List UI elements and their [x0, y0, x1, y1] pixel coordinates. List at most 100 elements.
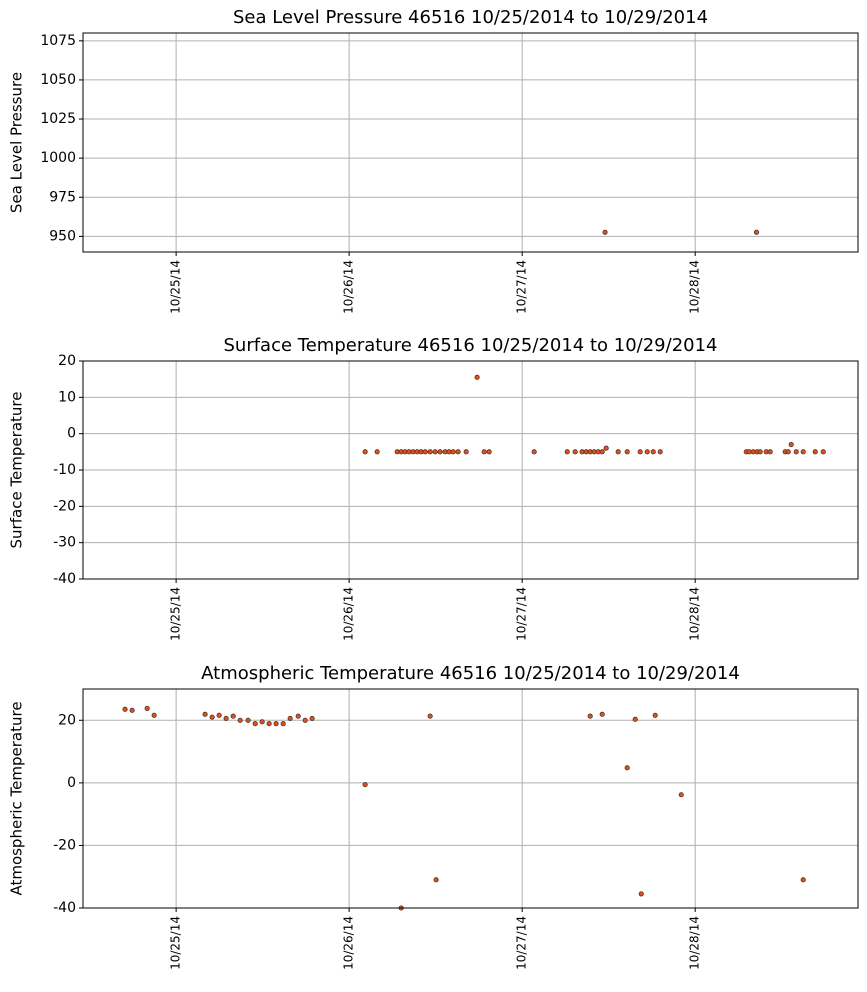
point [362, 782, 368, 788]
y-tick-label: 1000 [40, 150, 76, 166]
y-tick-label: 20 [58, 712, 76, 728]
x-tick-label: 10/25/14 [169, 587, 183, 641]
chart-title: Atmospheric Temperature 46516 10/25/2014… [201, 663, 740, 684]
y-tick-label: 20 [58, 353, 76, 369]
point [637, 449, 643, 455]
x-tick-label: 10/25/14 [169, 260, 183, 314]
point [455, 449, 461, 455]
point [237, 717, 243, 723]
point [820, 449, 826, 455]
point [644, 449, 650, 455]
point [785, 449, 791, 455]
y-tick-label: 1075 [40, 33, 76, 49]
point [638, 891, 644, 897]
point [209, 714, 215, 720]
x-tick-label: 10/27/14 [515, 587, 529, 641]
x-tick-label: 10/26/14 [342, 587, 356, 641]
point [463, 449, 469, 455]
y-tick-label: 950 [49, 228, 76, 244]
plot-frame [82, 32, 859, 253]
point [788, 442, 794, 448]
point [202, 711, 208, 717]
point [273, 721, 279, 727]
point [259, 719, 265, 725]
point [657, 449, 663, 455]
point [572, 449, 578, 455]
point [280, 721, 286, 727]
point [266, 721, 272, 727]
point [374, 449, 380, 455]
point [129, 707, 135, 713]
plot-frame [82, 360, 859, 580]
point [302, 717, 308, 723]
x-tick-label: 10/28/14 [688, 916, 702, 970]
y-tick-label: -30 [53, 535, 76, 551]
plot-frame [82, 688, 859, 909]
point [602, 229, 608, 235]
point [481, 449, 487, 455]
points [122, 705, 806, 911]
y-axis-label: Atmospheric Temperature [8, 701, 26, 895]
point [486, 449, 492, 455]
point [599, 449, 605, 455]
x-tick-label: 10/25/14 [169, 916, 183, 970]
y-tick-label: 0 [67, 426, 76, 442]
point [564, 449, 570, 455]
point [615, 449, 621, 455]
chart-title: Sea Level Pressure 46516 10/25/2014 to 1… [233, 7, 708, 28]
point [295, 713, 301, 719]
x-tick-label: 10/28/14 [688, 587, 702, 641]
y-tick-label: 0 [67, 775, 76, 791]
point [793, 449, 799, 455]
point [753, 229, 760, 235]
x-tick-label: 10/28/14 [688, 260, 702, 314]
y-tick-label: 1050 [40, 72, 76, 88]
y-tick-label: -20 [53, 837, 76, 853]
y-tick-label: 10 [58, 389, 76, 405]
point [800, 449, 806, 455]
point [223, 715, 229, 721]
y-tick-label: 1025 [40, 111, 76, 127]
point [437, 449, 443, 455]
point [362, 449, 368, 455]
x-tick-label: 10/26/14 [342, 916, 356, 970]
point [767, 449, 773, 455]
point [624, 765, 630, 771]
point [427, 449, 433, 455]
point [122, 706, 128, 712]
y-axis-label: Surface Temperature [8, 392, 26, 549]
y-tick-label: -40 [53, 900, 76, 916]
y-tick-label: -20 [53, 498, 76, 514]
y-tick-label: -10 [53, 462, 76, 478]
point [474, 374, 480, 380]
point [252, 721, 258, 727]
point [650, 449, 656, 455]
point [427, 713, 433, 719]
points [362, 374, 826, 455]
point [632, 716, 638, 722]
chart-title: Surface Temperature 46516 10/25/2014 to … [223, 335, 717, 356]
point [800, 877, 806, 883]
point [245, 717, 251, 723]
point [422, 449, 428, 455]
point [216, 712, 222, 718]
point [531, 449, 537, 455]
y-tick-label: 975 [49, 189, 76, 205]
x-tick-label: 10/27/14 [515, 916, 529, 970]
point [432, 449, 438, 455]
point [678, 792, 684, 798]
point [599, 711, 605, 717]
point [587, 713, 593, 719]
y-tick-label: -40 [53, 571, 76, 587]
point [144, 705, 150, 711]
point [151, 712, 157, 718]
point [652, 712, 658, 718]
point [433, 877, 439, 883]
point [287, 715, 293, 721]
point [230, 713, 236, 719]
point [812, 449, 818, 455]
y-axis-label: Sea Level Pressure [8, 72, 26, 213]
x-tick-label: 10/27/14 [515, 260, 529, 314]
point [450, 449, 456, 455]
